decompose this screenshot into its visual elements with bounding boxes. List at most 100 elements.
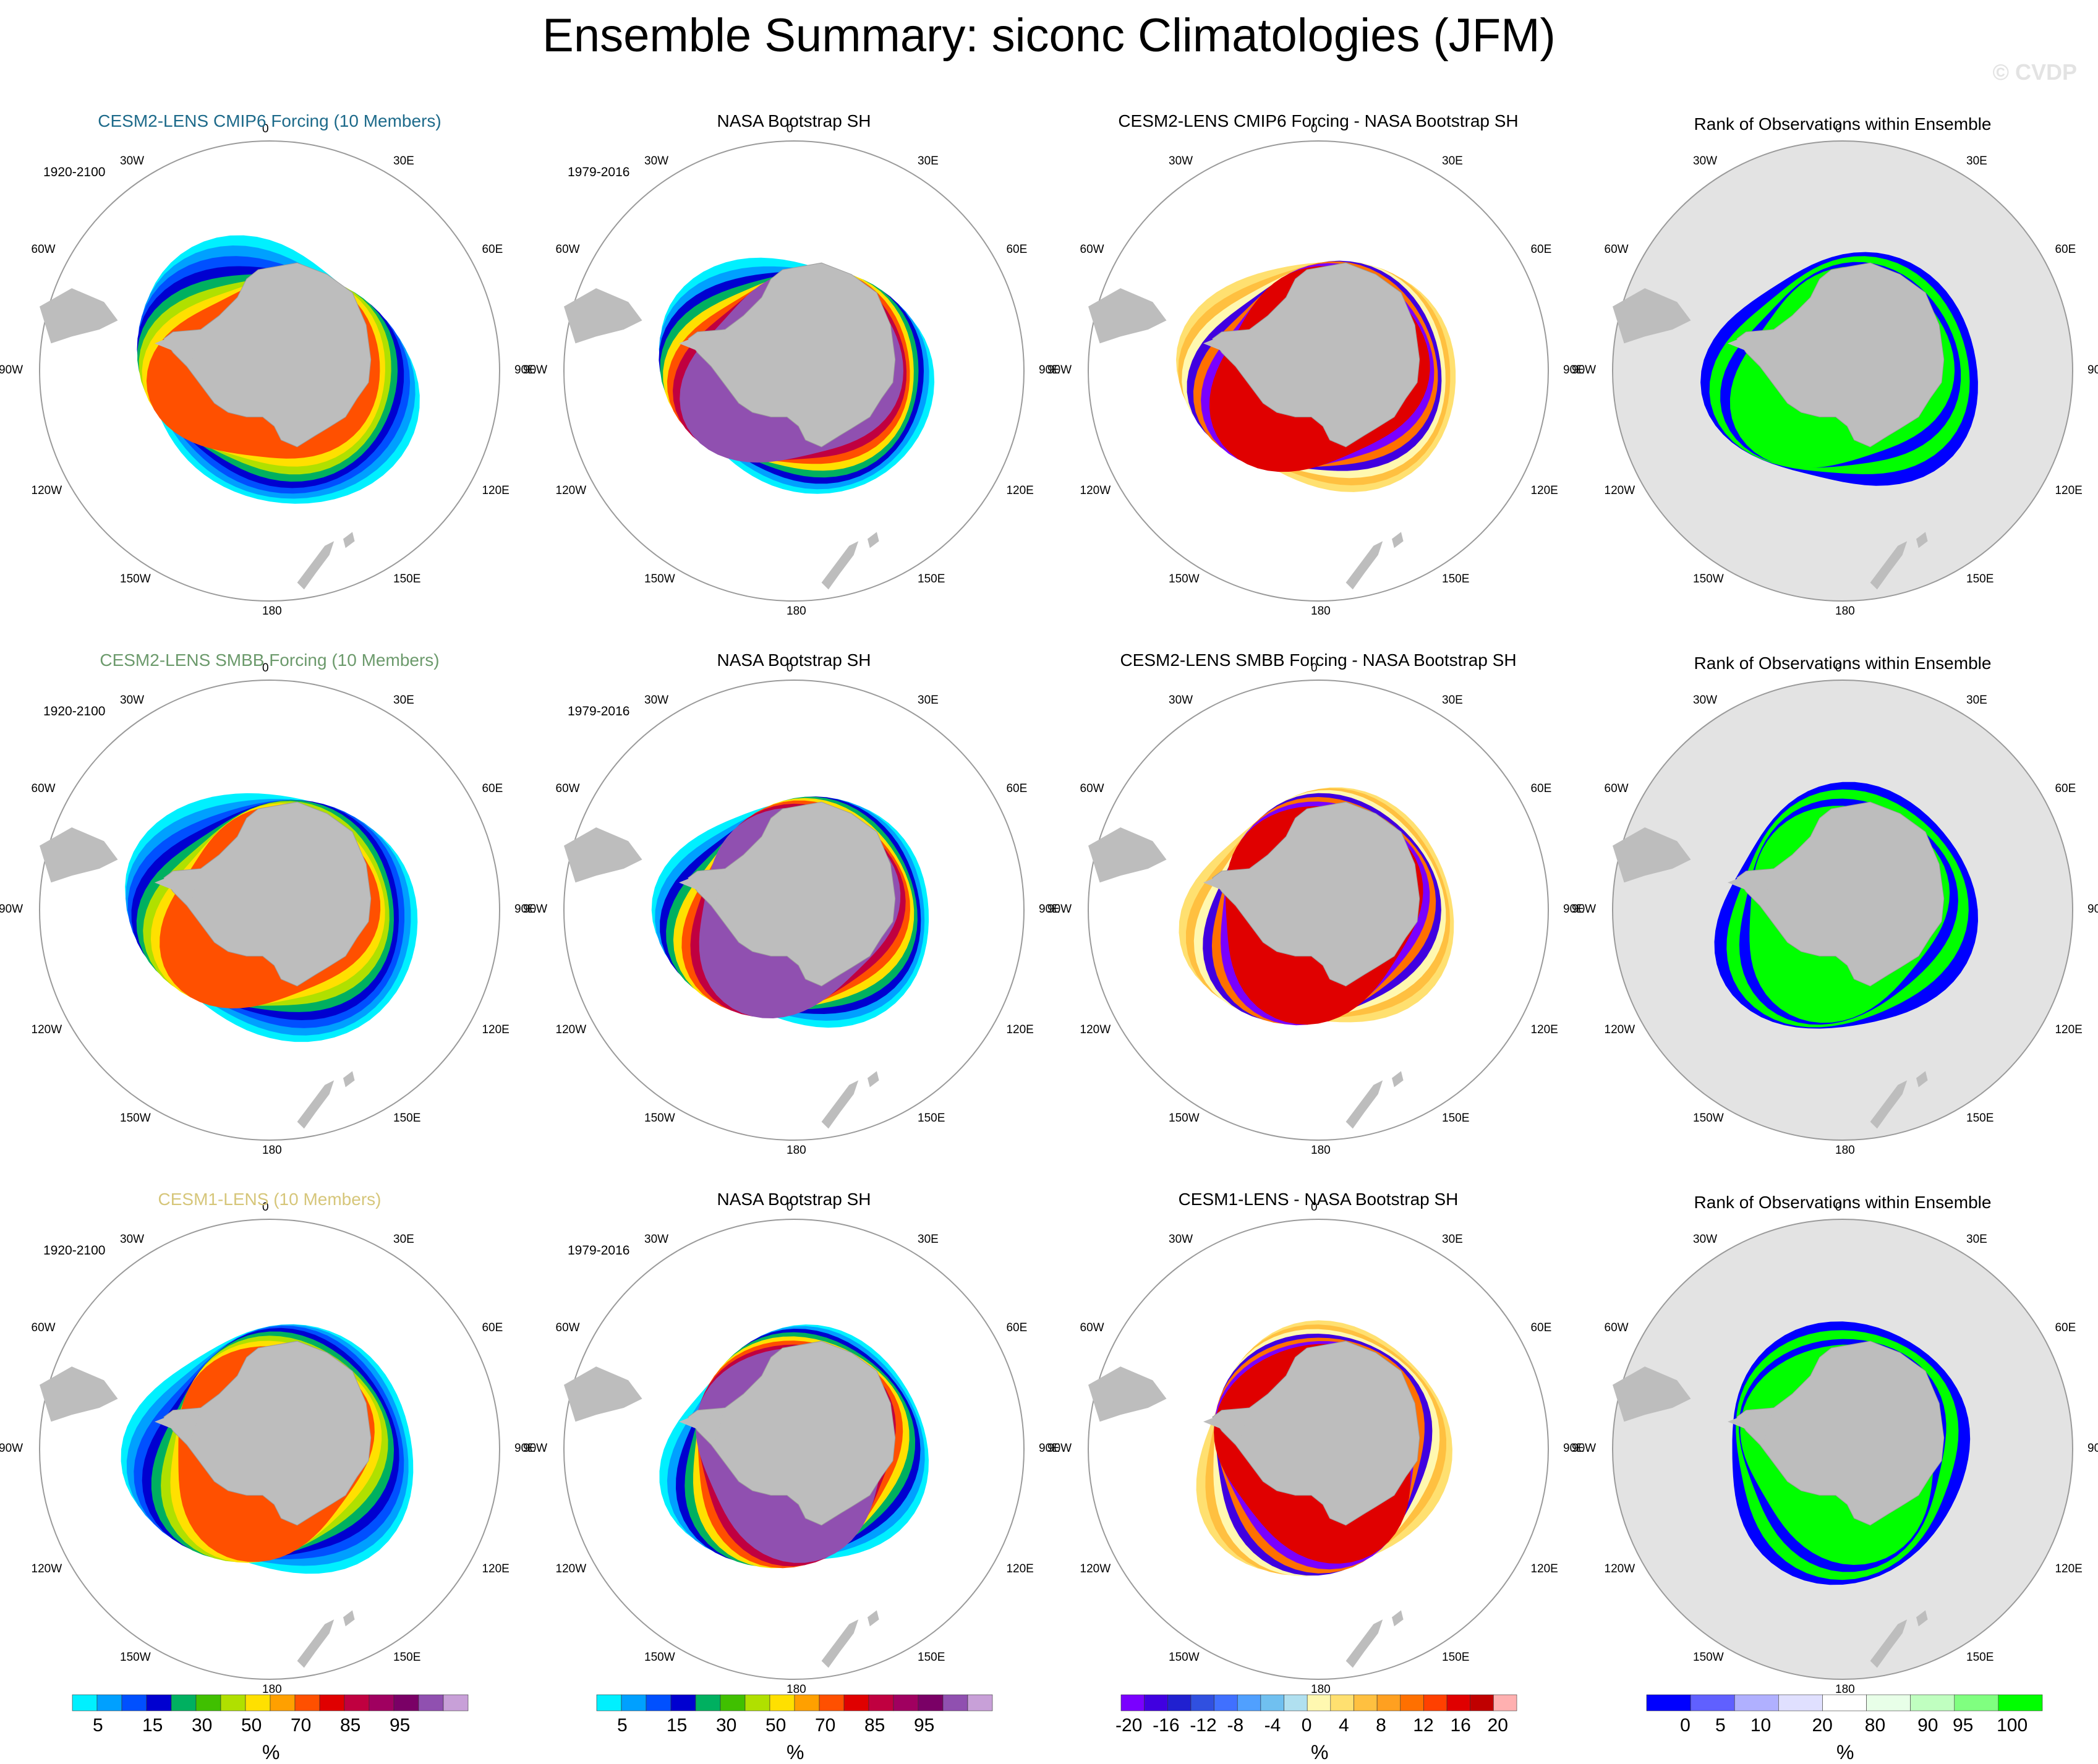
- antarctica-land: [163, 1340, 372, 1526]
- obs-panel-title: NASA Bootstrap SH: [717, 650, 871, 670]
- longitude-label: 60W: [555, 1321, 580, 1334]
- longitude-label: 120W: [31, 1023, 62, 1036]
- south-america-land: [1613, 827, 1691, 883]
- longitude-label: 180: [262, 1683, 282, 1696]
- colorbar-swatch: [596, 1694, 622, 1711]
- colorbar-swatch: [1284, 1694, 1308, 1711]
- colorbar-swatch: [369, 1694, 394, 1711]
- longitude-label: 150W: [1169, 572, 1200, 586]
- colorbar-tick-label: 50: [765, 1715, 787, 1736]
- south-america-land: [1613, 1366, 1691, 1422]
- longitude-label: 30E: [918, 694, 939, 707]
- colorbar-swatch: [744, 1694, 770, 1711]
- south-america-land: [1088, 1366, 1167, 1422]
- longitude-label: 120W: [31, 484, 62, 497]
- longitude-label: 0: [1311, 1201, 1318, 1214]
- longitude-label: 90W: [0, 364, 23, 377]
- colorbar-swatch: [96, 1694, 122, 1711]
- colorbar-difference: [1120, 1694, 1517, 1711]
- longitude-label: 180: [1311, 605, 1331, 618]
- colorbar-swatch: [621, 1694, 647, 1711]
- longitude-label: 180: [787, 605, 806, 618]
- period-label: 1920-2100: [43, 704, 106, 718]
- colorbar-swatch: [195, 1694, 221, 1711]
- antarctic-peninsula: [1728, 869, 1774, 901]
- longitude-label: 150W: [120, 1650, 151, 1664]
- colorbar-swatch: [1998, 1694, 2043, 1711]
- longitude-label: 30W: [1693, 155, 1718, 168]
- longitude-label: 90W: [523, 903, 548, 916]
- longitude-label: 60W: [1080, 1321, 1104, 1334]
- model-panel-title: CESM1-LENS (10 Members): [158, 1190, 382, 1209]
- colorbar-swatch: [893, 1694, 919, 1711]
- antarctic-peninsula: [1728, 330, 1774, 362]
- period-label: 1979-2016: [568, 165, 630, 179]
- colorbar-tick-label: 100: [1997, 1715, 2028, 1736]
- model-panel-title: CESM2-LENS SMBB Forcing (10 Members): [100, 650, 440, 670]
- longitude-label: 150E: [918, 572, 945, 586]
- colorbar-swatch: [220, 1694, 246, 1711]
- longitude-label: 90E: [514, 903, 535, 916]
- longitude-label: 30W: [1169, 155, 1193, 168]
- polar-map-obs-row3: [563, 1219, 1025, 1680]
- new-zealand-island: [1392, 532, 1404, 548]
- antarctica-land: [1736, 262, 1945, 448]
- longitude-label: 150E: [1966, 1111, 1994, 1125]
- rank-panel-title: Rank of Observations within Ensemble: [1694, 114, 1992, 134]
- south-america-land: [1088, 288, 1167, 344]
- colorbar-swatch: [769, 1694, 795, 1711]
- antarctic-peninsula: [1203, 1408, 1250, 1441]
- polar-map-rank-row2: [1612, 680, 2073, 1141]
- colorbar-tick-label: 12: [1413, 1715, 1434, 1736]
- longitude-label: 60E: [1530, 782, 1552, 795]
- longitude-label: 30W: [120, 155, 145, 168]
- longitude-label: 60W: [1604, 1321, 1629, 1334]
- antarctic-peninsula: [155, 1408, 201, 1441]
- longitude-label: 150E: [1442, 572, 1470, 586]
- longitude-label: 30W: [644, 1233, 669, 1246]
- longitude-label: 0: [1311, 662, 1318, 675]
- longitude-label: 150E: [918, 1111, 945, 1125]
- colorbar-tick-label: 50: [241, 1715, 262, 1736]
- longitude-label: 180: [1835, 1683, 1855, 1696]
- colorbar-tick-label: 15: [667, 1715, 688, 1736]
- longitude-label: 120E: [1530, 1023, 1558, 1036]
- longitude-label: 150E: [393, 1650, 421, 1664]
- longitude-label: 30E: [393, 1233, 414, 1246]
- longitude-label: 120W: [555, 484, 587, 497]
- longitude-label: 150W: [1693, 1111, 1724, 1125]
- colorbar-concentration: [596, 1694, 993, 1711]
- polar-map-diff-row3: [1088, 1219, 1549, 1680]
- south-america-land: [40, 288, 118, 344]
- colorbar-swatch: [443, 1694, 469, 1711]
- colorbar-tick-label: 5: [93, 1715, 103, 1736]
- longitude-label: 180: [787, 1683, 806, 1696]
- longitude-label: 60E: [2055, 243, 2076, 256]
- colorbar-swatch: [294, 1694, 320, 1711]
- polar-map-model-row3: [39, 1219, 500, 1680]
- colorbar-swatch: [819, 1694, 845, 1711]
- colorbar-swatch: [918, 1694, 944, 1711]
- antarctica-land: [163, 262, 372, 448]
- longitude-label: 180: [1835, 1144, 1855, 1157]
- longitude-label: 90E: [2087, 903, 2098, 916]
- new-zealand-land: [821, 1619, 859, 1668]
- south-america-land: [40, 827, 118, 883]
- longitude-label: 150W: [120, 1111, 151, 1125]
- colorbar-swatch: [1167, 1694, 1192, 1711]
- new-zealand-island: [1392, 1071, 1404, 1088]
- obs-panel-title: NASA Bootstrap SH: [717, 111, 871, 130]
- new-zealand-land: [297, 1080, 335, 1129]
- new-zealand-island: [343, 1071, 355, 1088]
- period-label: 1979-2016: [568, 704, 630, 718]
- longitude-label: 120W: [1080, 484, 1111, 497]
- diff-panel-title: CESM2-LENS CMIP6 Forcing - NASA Bootstra…: [1118, 111, 1519, 130]
- longitude-label: 90E: [1039, 903, 1060, 916]
- longitude-label: 120E: [1006, 1023, 1034, 1036]
- longitude-label: 150W: [1169, 1111, 1200, 1125]
- colorbar-unit: %: [1836, 1741, 1854, 1763]
- longitude-label: 0: [1311, 122, 1318, 135]
- new-zealand-island: [1916, 1071, 1928, 1088]
- colorbar-tick-label: 16: [1450, 1715, 1471, 1736]
- longitude-label: 120E: [482, 1023, 510, 1036]
